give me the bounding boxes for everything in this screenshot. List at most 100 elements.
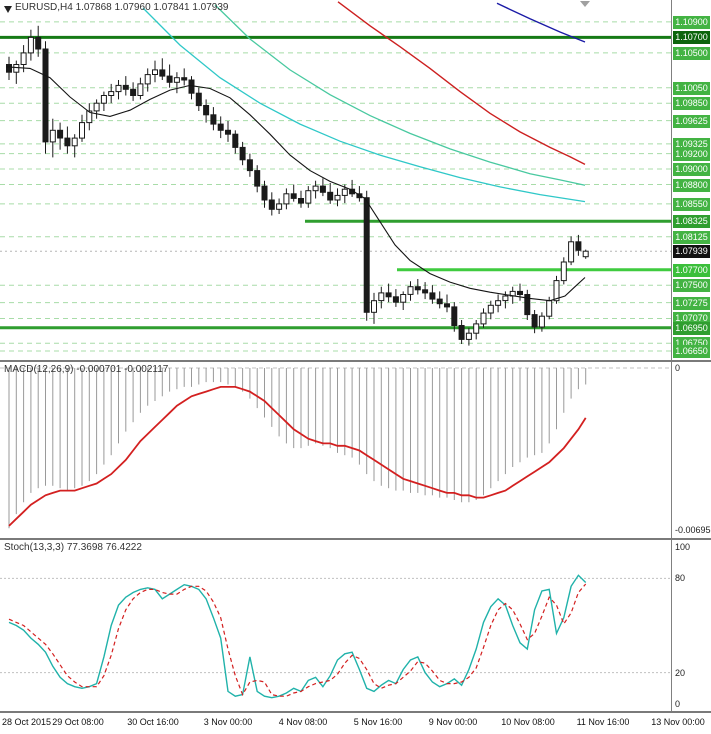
stochastic-axis-label: 100 — [675, 542, 691, 552]
candle-body — [225, 129, 231, 135]
price-grid-label: 1.10900 — [673, 16, 710, 29]
price-grid-label: 1.09850 — [673, 97, 710, 110]
candle-body — [79, 122, 85, 139]
symbol-marker-icon — [4, 6, 12, 13]
price-grid-label: 1.09325 — [673, 138, 710, 151]
price-level-label: 1.06950 — [673, 322, 710, 335]
candle-body — [232, 133, 239, 148]
candle-body — [305, 190, 312, 204]
candle-body — [582, 250, 589, 258]
candle-body — [290, 193, 297, 199]
macd-axis-label: -0.006958 — [675, 525, 711, 535]
candle-body — [341, 188, 348, 196]
date-label: 28 Oct 2015 — [2, 717, 52, 727]
candle-body — [429, 292, 436, 300]
ma-fast-black-line — [5, 66, 586, 302]
candle-body — [276, 203, 283, 210]
candle-body — [392, 296, 399, 303]
date-label: 5 Nov 16:00 — [353, 717, 403, 727]
candle-body — [246, 159, 253, 172]
ma-blue-line — [496, 2, 586, 43]
candle-body — [100, 95, 107, 104]
panel-separator[interactable] — [0, 360, 711, 362]
candle-body — [480, 312, 487, 325]
date-label: 3 Nov 00:00 — [203, 717, 253, 727]
candle-body — [414, 286, 421, 291]
candle-body — [546, 300, 553, 317]
date-label: 30 Oct 16:00 — [127, 717, 179, 727]
stochastic-plot-canvas[interactable] — [0, 540, 671, 711]
candle-body — [502, 295, 509, 302]
candle-body — [152, 69, 158, 76]
macd-axis-label: 0 — [675, 363, 681, 373]
price-level-label: 1.08325 — [673, 215, 710, 228]
candle-body — [64, 137, 71, 147]
chart-shift-marker — [580, 1, 590, 7]
stochastic-panel[interactable]: 100 80 20 0 Stoch(13,3,3) 77.3698 76.4222 — [0, 540, 711, 711]
candle-body — [195, 92, 202, 107]
candle-body — [385, 292, 392, 298]
candle-body — [575, 241, 582, 251]
price-panel[interactable]: 1.10900 1.10500 1.10050 1.09850 1.09625 1.093… — [0, 0, 711, 360]
candle-body — [327, 191, 334, 201]
macd-plot-canvas[interactable] — [0, 362, 671, 538]
price-grid-label: 1.08800 — [673, 179, 710, 192]
candle-body — [173, 77, 180, 83]
date-label: 11 Nov 16:00 — [576, 717, 630, 727]
candle-body — [6, 64, 12, 73]
candle-body — [458, 325, 465, 340]
candle-body — [188, 79, 195, 94]
candle-body — [495, 300, 502, 306]
chart-title: EURUSD,H4 1.07868 1.07960 1.07841 1.0793… — [15, 2, 229, 13]
candle-body — [371, 300, 377, 313]
candle-body — [57, 129, 64, 139]
candle-body — [137, 83, 144, 97]
ma-slow-red-line — [337, 1, 586, 166]
time-axis[interactable]: 28 Oct 2015 29 Oct 08:00 30 Oct 16:00 3 Nov… — [0, 713, 711, 734]
candle-body — [159, 69, 166, 77]
candle-body — [130, 88, 137, 97]
candle-body — [312, 185, 319, 192]
ma-cyan-slow-line — [214, 4, 586, 186]
candle-body — [203, 105, 210, 116]
macd-signal-line — [8, 385, 587, 527]
candle-body — [13, 64, 20, 73]
macd-panel[interactable]: 0 -0.006958 MACD(12,26,9) -0.000701 -0.00… — [0, 362, 711, 538]
candle-body — [538, 315, 545, 328]
candle-body — [451, 306, 458, 326]
stochastic-k-line — [8, 574, 587, 699]
stochastic-axis[interactable]: 100 80 20 0 — [671, 540, 711, 711]
candle-body — [283, 193, 290, 205]
price-axis[interactable]: 1.10900 1.10500 1.10050 1.09850 1.09625 1.093… — [671, 0, 711, 360]
date-label: 9 Nov 00:00 — [428, 717, 478, 727]
candle-body — [444, 303, 450, 308]
panel-separator — [0, 711, 711, 713]
stochastic-d-line — [8, 583, 587, 697]
candle-body — [239, 146, 246, 161]
candle-body — [210, 114, 217, 125]
panel-separator[interactable] — [0, 538, 711, 540]
stochastic-title: Stoch(13,3,3) 77.3698 76.4222 — [4, 542, 142, 553]
candle-body — [422, 289, 429, 294]
price-level-label: 1.07700 — [673, 264, 710, 277]
candle-body — [261, 185, 268, 201]
candle-body — [436, 298, 443, 305]
candle-body — [42, 48, 49, 143]
candle-body — [49, 129, 56, 143]
candle-body — [356, 193, 363, 199]
price-grid-label: 1.08125 — [673, 231, 710, 244]
price-grid-label: 1.09625 — [673, 115, 710, 128]
candle-body — [531, 314, 538, 328]
candle-body — [254, 170, 261, 187]
macd-axis[interactable]: 0 -0.006958 — [671, 362, 711, 538]
candle-body — [363, 197, 370, 313]
candle-body — [319, 185, 326, 193]
stochastic-axis-label: 80 — [675, 573, 686, 583]
price-grid-label: 1.07070 — [673, 312, 710, 325]
candle-body — [400, 294, 407, 303]
price-grid-label: 1.08550 — [673, 198, 710, 211]
price-grid-label: 1.10050 — [673, 82, 710, 95]
candle-body — [20, 52, 27, 66]
price-plot-canvas[interactable] — [0, 0, 671, 360]
